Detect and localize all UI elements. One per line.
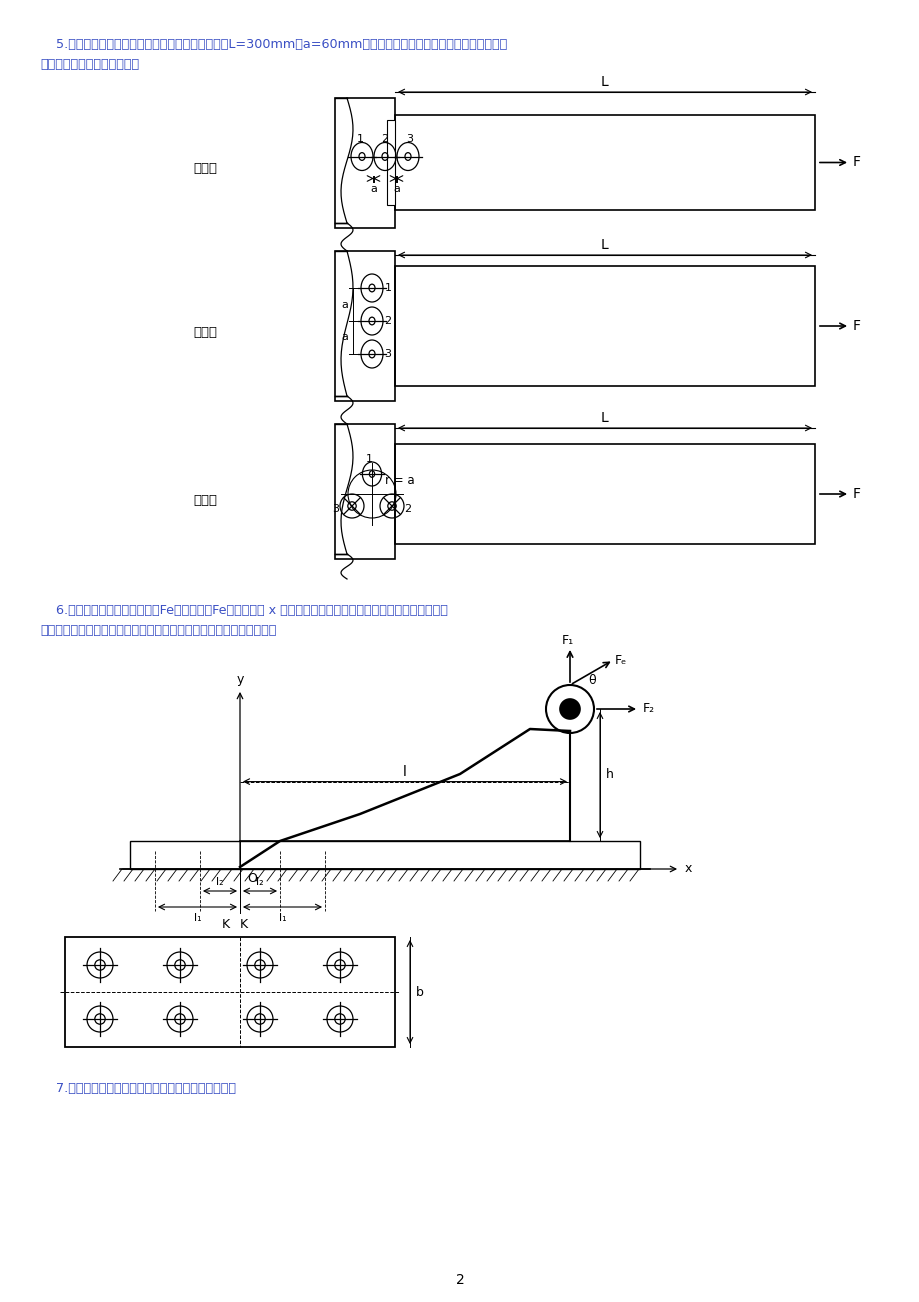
Bar xyxy=(335,251,394,401)
Bar xyxy=(394,444,814,544)
Text: F₂: F₂ xyxy=(642,703,654,716)
Text: 1: 1 xyxy=(365,454,372,464)
Text: O: O xyxy=(247,872,256,885)
Text: F₁: F₁ xyxy=(562,634,573,647)
Bar xyxy=(394,266,814,385)
Text: L: L xyxy=(600,238,608,253)
Bar xyxy=(130,841,640,868)
Text: 7.指出下列图中的错误结构，并画出正确的结构图。: 7.指出下列图中的错误结构，并画出正确的结构图。 xyxy=(40,1082,236,1095)
Text: a: a xyxy=(392,184,400,194)
Text: 2: 2 xyxy=(384,316,391,326)
Text: x: x xyxy=(684,862,691,875)
Text: 1: 1 xyxy=(357,134,363,143)
Text: 6.图示底板螺栓组联接受外力Fe作用，外力Fe作用在包含 x 轴并垂直于底板结合面的平面内。试分析螺栓组受: 6.图示底板螺栓组联接受外力Fe作用，外力Fe作用在包含 x 轴并垂直于底板结合… xyxy=(40,604,448,617)
Text: F: F xyxy=(852,155,860,169)
Text: K: K xyxy=(240,918,248,931)
Bar xyxy=(335,424,394,559)
Text: l₂: l₂ xyxy=(255,878,264,887)
Circle shape xyxy=(560,699,579,719)
Text: l₂: l₂ xyxy=(216,878,223,887)
Text: h: h xyxy=(606,768,613,781)
Text: 方案二: 方案二 xyxy=(193,326,217,339)
Text: y: y xyxy=(236,673,244,685)
Text: l₁: l₁ xyxy=(278,913,286,923)
Text: 2: 2 xyxy=(381,134,388,143)
Text: 3: 3 xyxy=(384,349,391,359)
Text: a: a xyxy=(341,332,348,342)
Text: 3: 3 xyxy=(406,134,413,143)
Text: K: K xyxy=(221,918,230,931)
Text: l: l xyxy=(403,764,406,779)
Text: 2: 2 xyxy=(455,1273,464,1286)
Text: r = a: r = a xyxy=(385,474,414,487)
Text: 方案三: 方案三 xyxy=(193,493,217,506)
Bar xyxy=(335,98,394,228)
Text: 力各为多少？哪个方案较好？: 力各为多少？哪个方案较好？ xyxy=(40,59,139,72)
Text: L: L xyxy=(600,411,608,424)
Bar xyxy=(387,120,394,204)
Text: 1: 1 xyxy=(384,283,391,293)
Text: 2: 2 xyxy=(404,504,411,514)
Text: a: a xyxy=(369,184,377,194)
Text: θ: θ xyxy=(587,674,596,687)
Text: 方案一: 方案一 xyxy=(193,161,217,174)
Text: F: F xyxy=(852,319,860,333)
Text: 力情况，并判断哪个螺栓受载最大？保证联接安全的必要条件有哪些？: 力情况，并判断哪个螺栓受载最大？保证联接安全的必要条件有哪些？ xyxy=(40,624,276,637)
Text: L: L xyxy=(600,76,608,89)
Text: l₁: l₁ xyxy=(194,913,201,923)
Text: b: b xyxy=(415,986,424,999)
Text: F: F xyxy=(852,487,860,501)
Bar xyxy=(394,115,814,210)
Text: a: a xyxy=(341,299,348,310)
Text: 3: 3 xyxy=(332,504,339,514)
Text: 5.铰制孔用螺栓组联接的三种方案如图所示，已知L=300mm，a=60mm，试求三个方案中，受力最大的螺栓所受的: 5.铰制孔用螺栓组联接的三种方案如图所示，已知L=300mm，a=60mm，试求… xyxy=(40,38,506,51)
Text: Fₑ: Fₑ xyxy=(615,654,627,667)
Bar xyxy=(65,937,394,1047)
